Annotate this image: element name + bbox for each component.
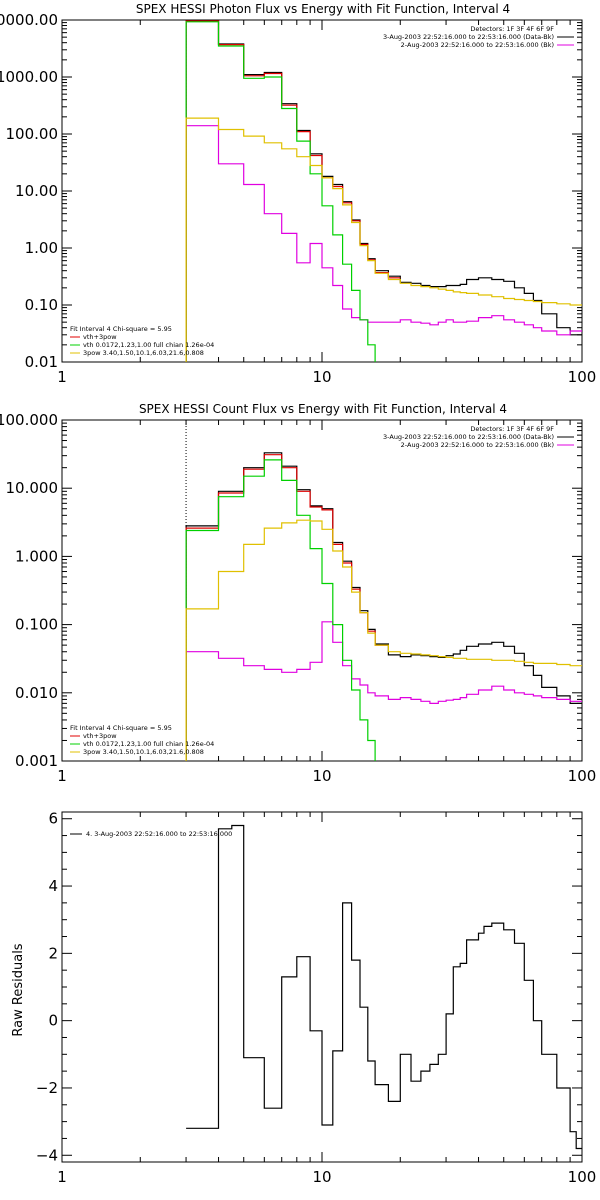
series-group bbox=[186, 824, 582, 1150]
plot-area-3: 1 10 100 −4 −2 0 2 4 6 4. 3-Aug-2003 22:52:16.000… bbox=[36, 810, 596, 1186]
y-tick-label: −4 bbox=[36, 1146, 58, 1164]
legend-text: 3pow 3.40,1.50,10.1,6.03,21.6,0.808 bbox=[83, 349, 204, 357]
series-line-2 bbox=[185, 125, 582, 362]
y-tick-label: −2 bbox=[36, 1079, 58, 1097]
series-line-1 bbox=[185, 20, 582, 362]
y-tick-label: 0.100 bbox=[15, 616, 58, 634]
series-line-5 bbox=[185, 117, 582, 362]
x-tick-label: 10 bbox=[312, 767, 331, 785]
legend: 4. 3-Aug-2003 22:52:16.000 to 22:53:16.0… bbox=[70, 830, 232, 838]
y-tick-label: 6 bbox=[48, 810, 58, 828]
legend-text: 4. 3-Aug-2003 22:52:16.000 to 22:53:16.0… bbox=[86, 830, 232, 838]
legend-lower: Fit Interval 4 Chi-square = 5.95vth+3pow… bbox=[70, 724, 214, 756]
y-tick-label: 0 bbox=[48, 1012, 58, 1030]
legend-text: 2-Aug-2003 22:52:16.000 to 22:53:16.000 … bbox=[401, 41, 554, 49]
series-line-4 bbox=[185, 459, 376, 761]
legend-lower: Fit Interval 4 Chi-square = 5.95vth+3pow… bbox=[70, 325, 214, 357]
x-tick-label: 1 bbox=[57, 767, 67, 785]
legend-text: vth+3pow bbox=[83, 333, 117, 341]
y-tick-label: 100.000 bbox=[0, 411, 58, 429]
y-tick-label: 4 bbox=[48, 877, 58, 895]
y-tick-label: 10.00 bbox=[15, 182, 58, 200]
series-group bbox=[185, 20, 582, 362]
x-tick-label: 100 bbox=[568, 368, 597, 386]
y-axis-label: Raw Residuals bbox=[11, 943, 26, 1036]
legend-text: vth 0.0172,1.23,1.00 full chian 1.26e-04 bbox=[83, 740, 214, 748]
legend-text: 2-Aug-2003 22:52:16.000 to 22:53:16.000 … bbox=[401, 441, 554, 449]
legend-text: 3pow 3.40,1.50,10.1,6.03,21.6,0.808 bbox=[83, 748, 204, 756]
series-line-5 bbox=[185, 519, 582, 761]
y-tick-label: 0.01 bbox=[25, 353, 58, 371]
chart-title: SPEX HESSI Count Flux vs Energy with Fit… bbox=[139, 402, 507, 416]
x-tick-label: 1 bbox=[57, 368, 67, 386]
series-line-1 bbox=[185, 452, 582, 761]
y-tick-label: 10000.00 bbox=[0, 11, 58, 29]
legend-text: vth+3pow bbox=[83, 732, 117, 740]
x-tick-label: 10 bbox=[312, 368, 331, 386]
series-group bbox=[185, 420, 582, 761]
x-tick-label: 1 bbox=[57, 1168, 67, 1186]
chart-title: SPEX HESSI Photon Flux vs Energy with Fi… bbox=[136, 2, 510, 16]
y-tick-label: 10.000 bbox=[6, 479, 59, 497]
legend-header: Fit Interval 4 Chi-square = 5.95 bbox=[70, 724, 172, 732]
legend-text: 3-Aug-2003 22:52:16.000 to 22:53:16.000 … bbox=[383, 433, 554, 441]
y-tick-label: 2 bbox=[48, 944, 58, 962]
y-tick-label: 1000.00 bbox=[0, 68, 58, 86]
series-line-3 bbox=[185, 454, 389, 761]
legend-text: Detectors: 1F 3F 4F 6F 9F bbox=[470, 25, 554, 33]
series-line-4 bbox=[185, 21, 376, 362]
legend-text: 3-Aug-2003 22:52:16.000 to 22:53:16.000 … bbox=[383, 33, 554, 41]
y-tick-label: 0.010 bbox=[15, 684, 58, 702]
plot-area-2: 1 10 100 0.001 0.010 0.100 1.000 10.000 100.000 D… bbox=[0, 411, 596, 785]
legend-upper: Detectors: 1F 3F 4F 6F 9F3-Aug-2003 22:5… bbox=[383, 425, 574, 449]
y-tick-label: 0.10 bbox=[25, 296, 58, 314]
y-tick-label: 0.001 bbox=[15, 752, 58, 770]
chart-count-flux: SPEX HESSI Count Flux vs Energy with Fit… bbox=[139, 402, 507, 416]
legend-upper: Detectors: 1F 3F 4F 6F 9F3-Aug-2003 22:5… bbox=[383, 25, 574, 49]
y-tick-label: 1.000 bbox=[15, 547, 58, 565]
y-tick-label: 100.00 bbox=[6, 125, 59, 143]
legend-text: vth 0.0172,1.23,1.00 full chian 1.26e-04 bbox=[83, 341, 214, 349]
x-tick-label: 10 bbox=[312, 1168, 331, 1186]
chart-photon-flux: SPEX HESSI Photon Flux vs Energy with Fi… bbox=[136, 2, 510, 16]
y-tick-label: 1.00 bbox=[25, 239, 58, 257]
series-line-1 bbox=[186, 824, 582, 1150]
x-tick-label: 100 bbox=[568, 1168, 597, 1186]
plot-frame bbox=[61, 419, 583, 762]
series-line-2 bbox=[185, 621, 582, 761]
chart-residuals: Raw Residuals bbox=[11, 943, 26, 1036]
legend-text: Detectors: 1F 3F 4F 6F 9F bbox=[470, 425, 554, 433]
plot-area-1: 1 10 100 0.01 0.10 1.00 10.00 100.00 1000.00 1000… bbox=[0, 11, 596, 386]
legend-header: Fit Interval 4 Chi-square = 5.95 bbox=[70, 325, 172, 333]
x-tick-label: 100 bbox=[568, 767, 597, 785]
